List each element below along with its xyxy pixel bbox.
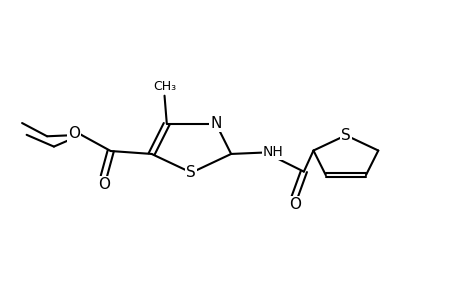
Text: S: S [186,165,196,180]
Text: NH: NH [262,145,283,159]
Text: N: N [210,116,221,131]
Text: O: O [68,126,80,141]
Text: O: O [98,177,110,192]
Text: O: O [288,197,300,212]
Text: S: S [340,128,350,143]
Text: CH₃: CH₃ [153,80,176,93]
